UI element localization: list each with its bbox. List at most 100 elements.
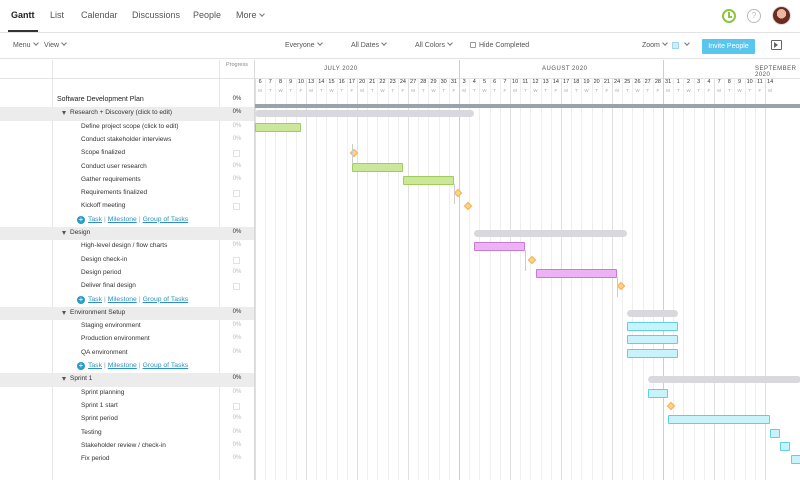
task-bar[interactable] [668,415,771,425]
color-chevron[interactable] [682,40,690,49]
grid-line [377,78,379,480]
group-bar[interactable] [255,110,475,118]
colors-filter[interactable]: All Colors [415,40,453,49]
task-row[interactable]: Sprint planning 0% [0,387,255,400]
task-label: Production environment [81,335,150,343]
milestone-row[interactable]: Deliver final design [0,280,255,293]
group-row[interactable]: Research + Discovery (click to edit) 0% [0,107,255,121]
milestone-checkbox[interactable] [233,203,240,211]
milestone-row[interactable]: Kickoff meeting [0,200,255,213]
milestone-checkbox[interactable] [233,283,240,291]
task-bar[interactable] [535,268,618,278]
dates-filter[interactable]: All Dates [351,40,387,49]
milestone-checkbox[interactable] [233,190,240,198]
add-icon[interactable]: + [77,214,85,224]
plan-summary-bar[interactable] [255,104,800,108]
task-bar[interactable] [627,335,679,345]
add-icon[interactable]: + [77,294,85,304]
task-row[interactable]: Production environment 0% [0,333,255,346]
task-row[interactable]: Fix period 0% [0,453,255,466]
task-row[interactable]: Staging environment 0% [0,320,255,333]
task-bar[interactable] [647,388,669,398]
add-icon[interactable]: + [77,361,85,370]
task-row[interactable]: Define project scope (click to edit) 0% [0,121,255,134]
day-label: 6 [493,79,497,85]
add-group-link[interactable]: Group of Tasks [142,295,189,303]
add-milestone-link[interactable]: Milestone [107,295,137,303]
milestone-checkbox[interactable] [233,402,240,410]
color-swatch[interactable] [672,42,679,49]
invite-people-button[interactable]: Invite People [702,39,755,54]
task-row[interactable]: Design period 0% [0,267,255,280]
task-row[interactable]: QA environment 0% [0,347,255,360]
chevron-down-icon [662,40,668,46]
day-label: 1 [676,79,680,85]
task-row[interactable]: Conduct user research 0% [0,161,255,174]
zoom-dropdown[interactable]: Zoom [642,40,668,49]
group-row[interactable]: Design 0% [0,227,255,241]
task-bar[interactable] [627,348,679,358]
collapse-triangle-icon[interactable] [62,111,66,116]
add-task-link[interactable]: Task [88,215,102,223]
add-group-link[interactable]: Group of Tasks [142,215,189,223]
milestone-diamond[interactable] [616,281,626,291]
add-milestone-link[interactable]: Milestone [107,215,137,223]
milestone-checkbox[interactable] [233,150,240,158]
view-dropdown[interactable]: View [44,40,67,49]
avatar[interactable] [772,6,791,25]
grid-line [765,78,766,480]
task-row[interactable]: High-level design / flow charts 0% [0,240,255,253]
milestone-row[interactable]: Design check-in [0,254,255,267]
add-task-link[interactable]: Task [88,295,102,303]
task-row[interactable]: Conduct stakeholder interviews 0% [0,134,255,147]
tab-people[interactable]: People [193,10,222,20]
task-bar[interactable] [474,242,526,252]
milestone-diamond[interactable] [453,188,463,198]
tab-gantt[interactable]: Gantt [11,10,35,20]
milestone-row[interactable]: Sprint 1 start [0,400,255,413]
tab-calendar[interactable]: Calendar [81,10,118,20]
milestone-diamond[interactable] [528,255,537,264]
tab-more[interactable]: More [236,10,265,20]
help-icon[interactable]: ? [747,9,761,23]
grid-line [652,78,654,480]
hide-completed-toggle[interactable]: Hide Completed [470,42,529,49]
task-row[interactable]: Sprint period 0% [0,413,255,426]
add-task-link[interactable]: Task [88,362,102,369]
group-bar[interactable] [627,309,679,317]
task-bar[interactable] [402,175,454,185]
task-bar[interactable] [627,322,679,332]
progress-value: 0% [232,175,242,182]
group-row[interactable]: Environment Setup 0% [0,306,255,321]
group-bar[interactable] [647,376,800,384]
task-row[interactable]: Testing 0% [0,427,255,440]
everyone-filter[interactable]: Everyone [285,40,323,49]
add-milestone-link[interactable]: Milestone [107,362,137,369]
collapse-triangle-icon[interactable] [62,310,66,315]
plan-row[interactable]: Software Development Plan 0% [0,94,255,107]
group-bar[interactable] [474,230,628,237]
clock-icon[interactable] [722,9,736,23]
milestone-diamond[interactable] [463,202,473,211]
tab-discussions[interactable]: Discussions [132,10,181,20]
milestone-row[interactable]: Requirements finalized [0,187,255,200]
milestone-row[interactable]: Scope finalized [0,147,255,160]
task-bar[interactable] [770,428,781,438]
checkbox-icon[interactable] [470,42,476,48]
group-row[interactable]: Sprint 1 0% [0,373,255,387]
menu-dropdown[interactable]: Menu [13,40,39,49]
video-icon[interactable] [771,40,782,50]
task-row[interactable]: Stakeholder review / check-in 0% [0,440,255,453]
link-separator: | [103,362,106,369]
task-row[interactable]: Gather requirements 0% [0,174,255,187]
add-group-link[interactable]: Group of Tasks [142,362,189,369]
tab-list[interactable]: List [50,10,65,20]
task-bar[interactable] [790,455,800,465]
progress-value: 0% [232,109,242,116]
collapse-triangle-icon[interactable] [62,231,66,235]
task-bar[interactable] [780,441,791,451]
collapse-triangle-icon[interactable] [62,377,66,382]
task-bar[interactable] [351,162,403,172]
task-bar[interactable] [255,122,301,132]
milestone-checkbox[interactable] [233,256,240,264]
